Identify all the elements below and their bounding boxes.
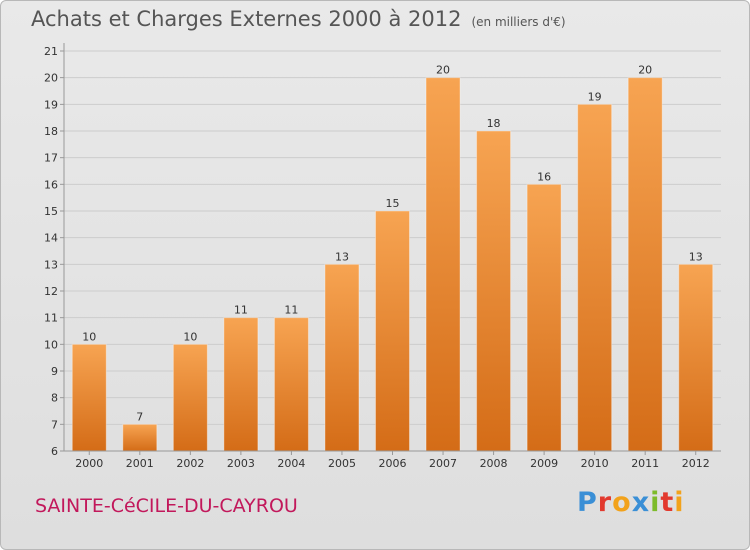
y-tick-label: 16 — [44, 178, 58, 191]
bar — [425, 77, 461, 452]
data-label: 11 — [234, 304, 248, 317]
data-label: 20 — [638, 64, 652, 77]
logo-letter: P — [577, 487, 598, 518]
y-tick-label: 9 — [51, 365, 58, 378]
x-tick-label: 2007 — [429, 457, 457, 470]
logo-letter: o — [612, 487, 632, 518]
logo-letter: x — [631, 487, 651, 518]
y-tick-label: 19 — [44, 98, 58, 111]
labels: 6 7 8 9 10 11 12 13 14 15 16 17 18 19 20 21 10 2000 7 2001 1… — [44, 45, 710, 470]
chart-subtitle: (en milliers d'€) — [471, 15, 566, 29]
y-tick-label: 15 — [44, 205, 58, 218]
data-label: 15 — [386, 197, 400, 210]
data-label: 19 — [588, 90, 602, 103]
axes — [60, 43, 721, 455]
y-tick-label: 20 — [44, 72, 58, 85]
x-tick-label: 2001 — [126, 457, 154, 470]
y-tick-label: 17 — [44, 152, 58, 165]
y-tick-label: 18 — [44, 125, 58, 138]
bar — [375, 210, 410, 452]
bar — [526, 183, 562, 452]
chart-title-text: Achats et Charges Externes 2000 à 2012 — [31, 7, 462, 31]
y-tick-label: 21 — [44, 45, 58, 58]
x-tick-label: 2000 — [75, 457, 103, 470]
bar — [273, 317, 309, 452]
proxiti-logo[interactable]: Proxiti — [577, 487, 685, 518]
x-tick-label: 2002 — [176, 457, 204, 470]
bar — [476, 130, 512, 452]
data-label: 20 — [436, 64, 450, 77]
bar — [71, 343, 107, 452]
y-tick-label: 8 — [51, 392, 58, 405]
x-tick-label: 2005 — [328, 457, 356, 470]
bar — [223, 317, 259, 452]
x-tick-label: 2010 — [581, 457, 609, 470]
x-tick-label: 2012 — [682, 457, 710, 470]
data-label: 11 — [284, 304, 298, 317]
bar — [172, 343, 208, 452]
x-tick-label: 2009 — [530, 457, 558, 470]
bar — [324, 263, 360, 452]
bar — [577, 103, 613, 452]
x-tick-label: 2004 — [277, 457, 305, 470]
data-label: 10 — [82, 330, 96, 343]
y-tick-label: 12 — [44, 285, 58, 298]
bar — [678, 263, 714, 452]
logo-letter: i — [674, 487, 685, 518]
chart-title: Achats et Charges Externes 2000 à 2012 (e… — [31, 7, 566, 31]
logo-letter: r — [597, 487, 613, 518]
x-tick-label: 2008 — [480, 457, 508, 470]
x-tick-label: 2011 — [631, 457, 659, 470]
y-tick-label: 14 — [44, 232, 58, 245]
bar — [122, 423, 158, 452]
y-tick-label: 10 — [44, 338, 58, 351]
data-label: 13 — [689, 250, 703, 263]
y-tick-label: 11 — [44, 312, 58, 325]
bar — [627, 77, 663, 452]
data-label: 7 — [136, 410, 143, 423]
y-tick-label: 6 — [51, 445, 58, 458]
y-tick-label: 13 — [44, 258, 58, 271]
x-tick-label: 2006 — [379, 457, 407, 470]
logo-letter: t — [660, 487, 675, 518]
data-label: 18 — [487, 117, 501, 130]
data-label: 16 — [537, 170, 551, 183]
logo-letter: i — [650, 487, 661, 518]
y-tick-label: 7 — [51, 418, 58, 431]
data-label: 13 — [335, 250, 349, 263]
x-tick-label: 2003 — [227, 457, 255, 470]
data-label: 10 — [183, 330, 197, 343]
commune-name: SAINTE-CéCILE-DU-CAYROU — [35, 495, 298, 517]
bars — [71, 77, 714, 452]
